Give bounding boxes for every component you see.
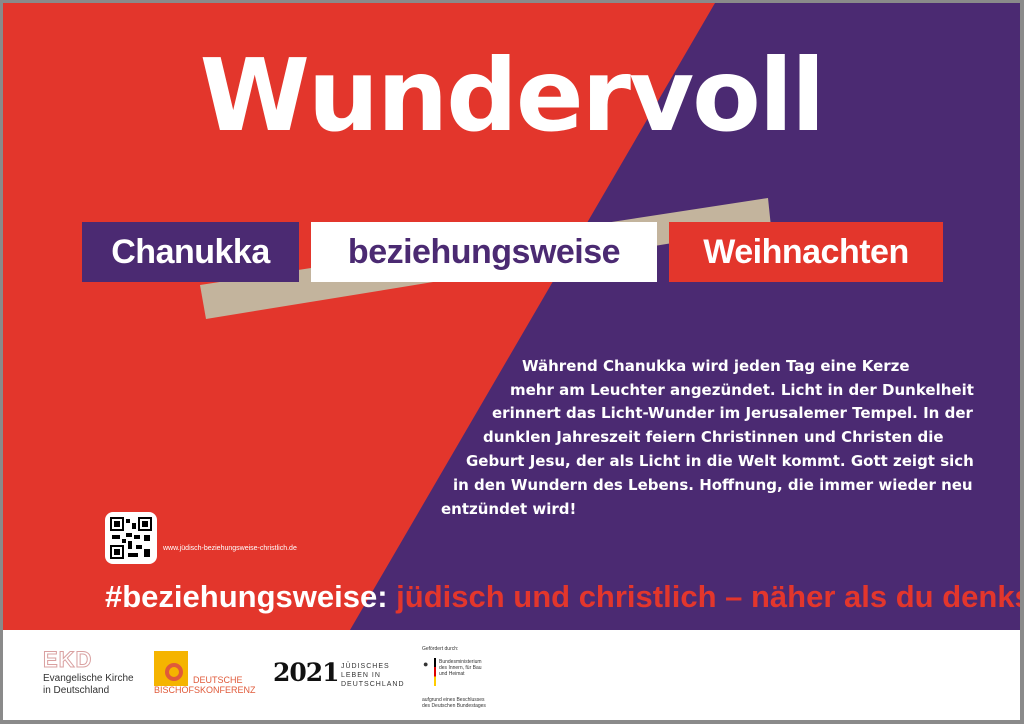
body-line: entzündet wird! bbox=[441, 500, 577, 518]
headline: Wundervoll bbox=[199, 37, 826, 154]
jubilee-line1: JÜDISCHES bbox=[341, 663, 390, 670]
flag-bar-icon bbox=[434, 658, 436, 686]
ekd-line1: Evangelische Kirche bbox=[43, 673, 134, 684]
jubilee-line3: DEUTSCHLAND bbox=[341, 681, 405, 688]
jubilee-year: 2021 bbox=[273, 658, 340, 687]
qr-code-icon[interactable] bbox=[105, 512, 157, 564]
bmi-line1: Bundesministerium bbox=[439, 659, 482, 665]
hashtag-rest: jüdisch und christlich – näher als du de… bbox=[387, 579, 1020, 614]
hashtag-slogan: #beziehungsweise: jüdisch und christlich… bbox=[105, 579, 1020, 615]
ekd-line2: in Deutschland bbox=[43, 685, 110, 696]
body-line: Geburt Jesu, der als Licht in die Welt k… bbox=[466, 452, 974, 470]
poster: Wundervoll Chanukka beziehungsweise Weih… bbox=[3, 3, 1020, 630]
dbk-line2: BISCHOFSKONFERENZ bbox=[154, 685, 256, 695]
jubilee-text: JÜDISCHES LEBEN IN DEUTSCHLAND bbox=[341, 662, 405, 689]
tag-chanukka: Chanukka bbox=[82, 222, 299, 282]
dbk-emblem-icon bbox=[154, 651, 188, 686]
body-line: erinnert das Licht-Wunder im Jerusalemer… bbox=[492, 404, 973, 422]
tag-beziehungsweise: beziehungsweise bbox=[311, 222, 657, 282]
bmi-funded-by: Gefördert durch: bbox=[422, 646, 459, 652]
tag-weihnachten: Weihnachten bbox=[669, 222, 943, 282]
bmi-note2: des Deutschen Bundestages bbox=[422, 703, 486, 709]
hashtag-prefix: #beziehungsweise: bbox=[105, 579, 388, 614]
body-line: mehr am Leuchter angezündet. Licht in de… bbox=[510, 381, 974, 399]
jubilee-line2: LEBEN IN bbox=[341, 672, 381, 679]
website-link[interactable]: www.jüdisch-beziehungsweise-christlich.d… bbox=[163, 545, 297, 552]
eagle-icon: ● bbox=[423, 659, 429, 669]
body-line: Während Chanukka wird jeden Tag eine Ker… bbox=[522, 357, 910, 375]
bmi-line3: und Heimat bbox=[439, 671, 465, 677]
bmi-line2: des Innern, für Bau bbox=[439, 665, 482, 671]
ekd-mark: EKD bbox=[42, 647, 93, 673]
body-line: dunklen Jahreszeit feiern Christinnen un… bbox=[483, 428, 944, 446]
purple-diagonal-area bbox=[350, 3, 1020, 630]
bmi-note1: aufgrund eines Beschlusses bbox=[422, 697, 485, 703]
bmi-name: Bundesministerium des Innern, für Bau un… bbox=[439, 659, 482, 677]
body-line: in den Wundern des Lebens. Hoffnung, die… bbox=[453, 476, 973, 494]
bmi-note: aufgrund eines Beschlusses des Deutschen… bbox=[422, 697, 486, 709]
dbk-line1: DEUTSCHE bbox=[193, 675, 243, 685]
footer-logos: EKD Evangelische Kirche in Deutschland D… bbox=[3, 630, 1020, 720]
